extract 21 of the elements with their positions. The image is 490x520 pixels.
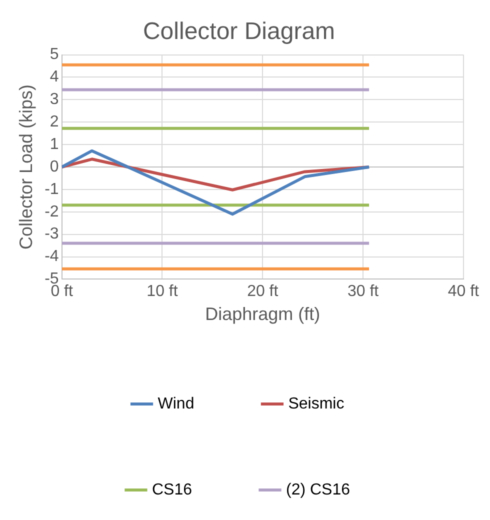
x-tick-label: 20 ft (247, 283, 279, 300)
y-tick-label: 0 (50, 158, 59, 176)
legend-label: CS16 (152, 481, 192, 498)
chart-title: Collector Diagram (142, 18, 336, 46)
legend-label: Wind (158, 395, 194, 412)
x-tick-label: 30 ft (347, 283, 380, 300)
x-axis-title: Diaphragm (ft) (205, 304, 320, 324)
y-tick-label: -4 (44, 248, 59, 266)
y-tick-label: -3 (44, 226, 59, 243)
legend-label: Seismic (288, 395, 344, 412)
legend-label: (2) CS16 (286, 481, 350, 498)
y-tick-label: 1 (50, 136, 59, 153)
y-tick-label: 3 (50, 91, 59, 108)
y-tick-label: 2 (50, 114, 59, 131)
y-tick-label: 4 (50, 68, 59, 86)
y-tick-label: 5 (50, 46, 59, 64)
y-axis-title: Collector Load (kips) (16, 84, 36, 250)
y-tick-label: -2 (44, 203, 59, 220)
x-tick-label: 10 ft (146, 283, 178, 300)
y-tick-label: -1 (44, 180, 59, 198)
x-tick-label: 40 ft (448, 283, 480, 300)
